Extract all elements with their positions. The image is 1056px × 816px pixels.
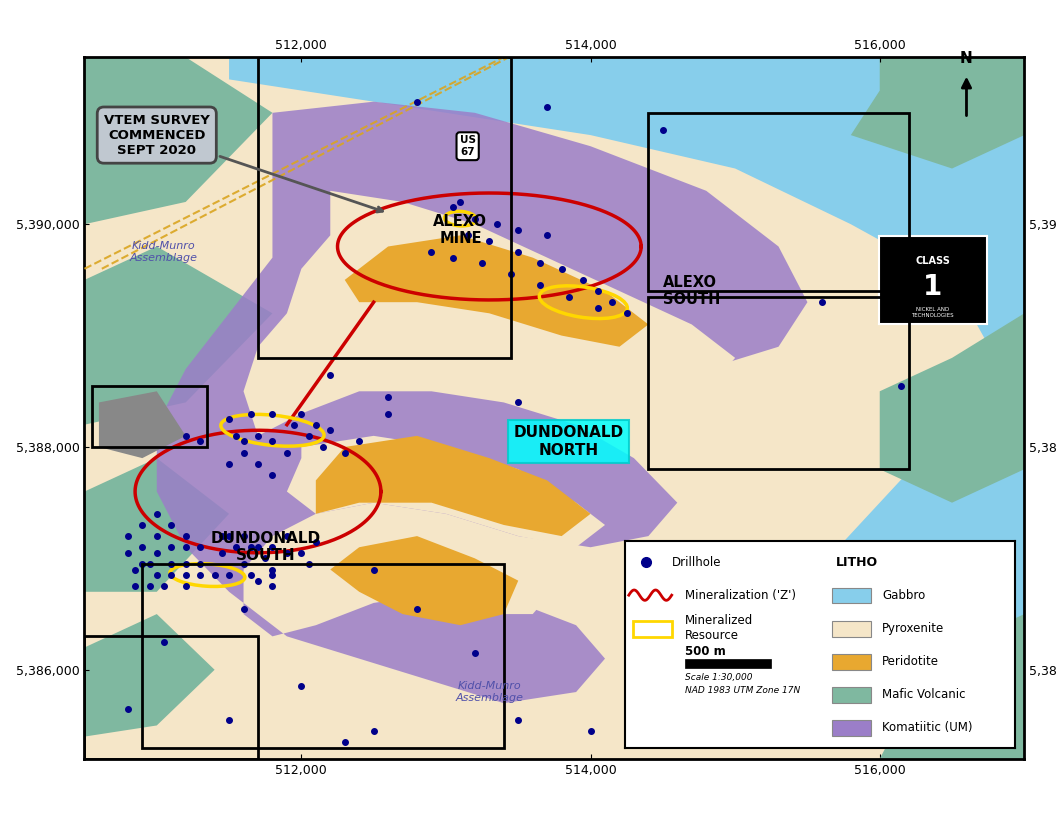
Polygon shape xyxy=(316,514,562,614)
Polygon shape xyxy=(156,102,808,703)
Bar xyxy=(92,386,207,447)
Polygon shape xyxy=(287,436,605,548)
Bar xyxy=(84,636,258,759)
Text: Kidd-Munro
Assemblage: Kidd-Munro Assemblage xyxy=(455,681,524,703)
Text: VTEM SURVEY
COMMENCED
SEPT 2020: VTEM SURVEY COMMENCED SEPT 2020 xyxy=(103,113,382,212)
Polygon shape xyxy=(331,536,518,625)
Polygon shape xyxy=(344,235,648,347)
Polygon shape xyxy=(229,57,1024,759)
Polygon shape xyxy=(880,313,1024,503)
Text: Kidd-Munro
Assemblage: Kidd-Munro Assemblage xyxy=(130,242,199,263)
Text: DUNDONALD
NORTH: DUNDONALD NORTH xyxy=(514,425,624,458)
Bar xyxy=(258,57,511,358)
Polygon shape xyxy=(84,614,214,737)
Polygon shape xyxy=(99,392,186,458)
Bar xyxy=(648,296,908,469)
Text: ALEXO
MINE: ALEXO MINE xyxy=(433,214,488,246)
Polygon shape xyxy=(880,614,1024,759)
Polygon shape xyxy=(287,191,735,392)
Polygon shape xyxy=(851,57,1024,169)
Polygon shape xyxy=(84,57,272,224)
Bar xyxy=(143,564,504,747)
Polygon shape xyxy=(84,246,272,424)
Text: US
67: US 67 xyxy=(459,135,475,157)
Bar xyxy=(648,113,908,291)
Text: N: N xyxy=(960,51,973,66)
Polygon shape xyxy=(316,436,590,536)
Text: ALEXO
SOUTH: ALEXO SOUTH xyxy=(663,275,720,308)
Polygon shape xyxy=(84,458,229,592)
Text: DUNDONALD
SOUTH: DUNDONALD SOUTH xyxy=(210,531,320,563)
